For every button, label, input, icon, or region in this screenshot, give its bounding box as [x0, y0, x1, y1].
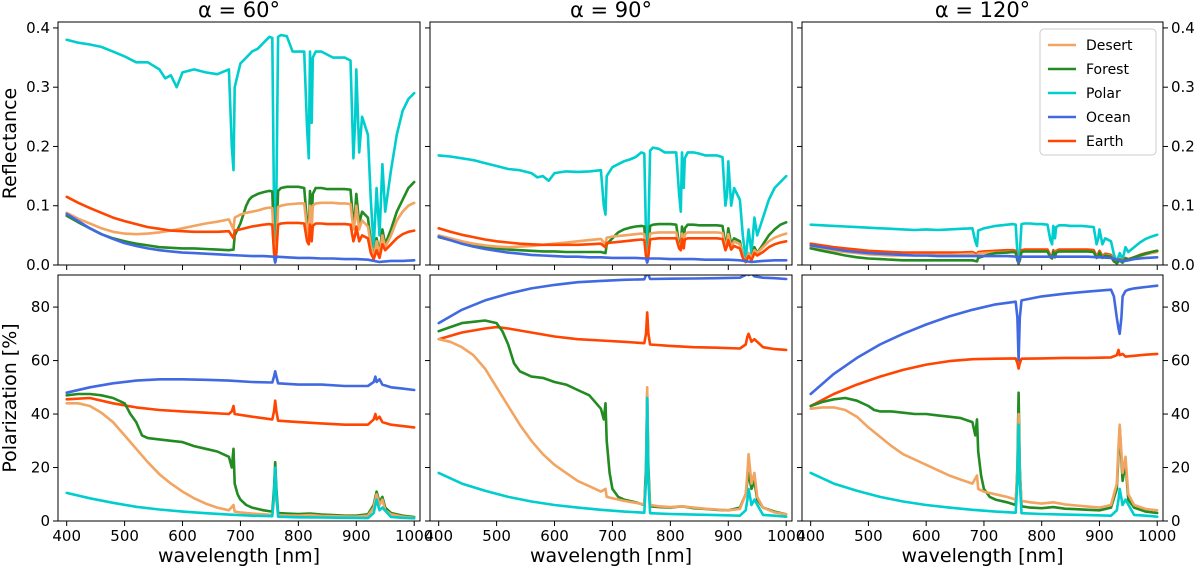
series-line-ocean: [809, 284, 1159, 396]
panel-title: α = 60°: [198, 0, 280, 22]
series-line-forest: [65, 392, 416, 519]
series-group: [437, 146, 788, 264]
panel-r1-c2: [797, 274, 1168, 526]
series-line-ocean: [809, 244, 1159, 264]
legend-label-earth: Earth: [1086, 134, 1124, 150]
legend-box: [1039, 28, 1157, 156]
x-tick-label: 800: [656, 527, 685, 545]
y-tick-label: 0.1: [26, 197, 50, 215]
series-line-earth: [809, 348, 1159, 408]
y-tick-label-right: 60: [1171, 352, 1190, 370]
x-tick-label: 800: [1027, 527, 1056, 545]
series-line-ocean: [65, 212, 416, 264]
x-tick-label: 700: [970, 527, 999, 545]
series-line-earth: [65, 195, 416, 264]
x-tick-label: 700: [226, 527, 255, 545]
panel-frame: [57, 274, 421, 522]
x-tick-label: 600: [540, 527, 569, 545]
series-line-desert: [809, 406, 1159, 512]
x-tick-label: 800: [284, 527, 313, 545]
x-axis-label: wavelength [nm]: [530, 545, 692, 567]
series-line-ocean: [65, 369, 416, 395]
x-tick-label: 400: [424, 527, 453, 545]
panel-r0-c2: [797, 21, 1168, 270]
x-tick-label: 900: [714, 527, 743, 545]
series-group: [65, 33, 416, 264]
panel-r1-c0: [53, 274, 421, 526]
y-tick-label: 0: [40, 512, 50, 530]
panel-r0-c1: [425, 21, 793, 270]
x-tick-label: 900: [1085, 527, 1114, 545]
x-tick-label: 400: [796, 527, 825, 545]
y-tick-label: 0.3: [26, 78, 50, 96]
x-tick-label: 700: [598, 527, 627, 545]
y-tick-label: 20: [31, 459, 50, 477]
series-group: [809, 222, 1159, 265]
series-line-forest: [809, 247, 1159, 265]
series-line-ocean: [437, 235, 788, 264]
x-tick-label: 400: [52, 527, 81, 545]
x-tick-label: 600: [912, 527, 941, 545]
y-tick-label-right: 40: [1171, 405, 1190, 423]
panel-title: α = 90°: [570, 0, 652, 22]
legend-label-ocean: Ocean: [1086, 110, 1131, 126]
series-line-desert: [65, 201, 416, 261]
series-group: [65, 369, 416, 520]
x-axis-label: wavelength [nm]: [901, 545, 1063, 567]
y-tick-label: 60: [31, 352, 50, 370]
legend-label-polar: Polar: [1086, 86, 1121, 102]
y-tick-label: 0.4: [26, 19, 50, 37]
series-line-ocean: [437, 275, 788, 325]
y-tick-label-right: 20: [1171, 459, 1190, 477]
series-line-earth: [437, 227, 788, 264]
x-tick-label: 1000: [1138, 527, 1176, 545]
series-line-polar: [65, 33, 416, 261]
x-tick-label: 500: [854, 527, 883, 545]
y-tick-label: 40: [31, 405, 50, 423]
x-tick-label: 900: [342, 527, 371, 545]
legend-label-desert: Desert: [1086, 38, 1133, 54]
panel-frame: [429, 21, 793, 266]
series-line-polar: [437, 146, 788, 264]
series-line-polar: [809, 222, 1159, 265]
y-axis-label: Polarization [%]: [0, 323, 21, 472]
y-tick-label-right: 80: [1171, 298, 1190, 316]
panel-title: α = 120°: [935, 0, 1030, 22]
panel-frame: [429, 274, 793, 522]
y-tick-label: 80: [31, 298, 50, 316]
y-tick-label-right: 0: [1171, 512, 1181, 530]
y-tick-label-right: 0.1: [1171, 197, 1195, 215]
y-tick-label: 0.2: [26, 137, 50, 155]
series-group: [809, 284, 1159, 519]
panel-r0-c0: [53, 21, 421, 270]
series-group: [437, 275, 788, 519]
x-tick-label: 500: [110, 527, 139, 545]
x-tick-label: 1000: [767, 527, 805, 545]
legend: Desert Forest Polar Ocean Earth: [1039, 28, 1157, 156]
legend-label-forest: Forest: [1086, 62, 1129, 78]
panel-frame: [801, 274, 1164, 522]
y-tick-label-right: 0.3: [1171, 78, 1195, 96]
x-axis-label: wavelength [nm]: [158, 545, 320, 567]
y-axis-label: Reflectance: [0, 88, 21, 199]
x-tick-label: 1000: [395, 527, 433, 545]
x-tick-label: 500: [482, 527, 511, 545]
series-line-forest: [809, 391, 1159, 515]
y-tick-label-right: 0.4: [1171, 19, 1195, 37]
series-line-earth: [437, 311, 788, 352]
series-line-earth: [65, 396, 416, 429]
y-tick-label-right: 0.2: [1171, 137, 1195, 155]
x-tick-label: 600: [168, 527, 197, 545]
panel-frame: [801, 21, 1164, 266]
series-line-polar: [809, 423, 1159, 519]
series-line-polar: [65, 466, 416, 520]
panel-r1-c1: [425, 274, 793, 526]
y-tick-label-right: 0.0: [1171, 256, 1195, 274]
panel-frame: [57, 21, 421, 266]
series-line-polar: [437, 396, 788, 519]
y-tick-label: 0.0: [26, 256, 50, 274]
